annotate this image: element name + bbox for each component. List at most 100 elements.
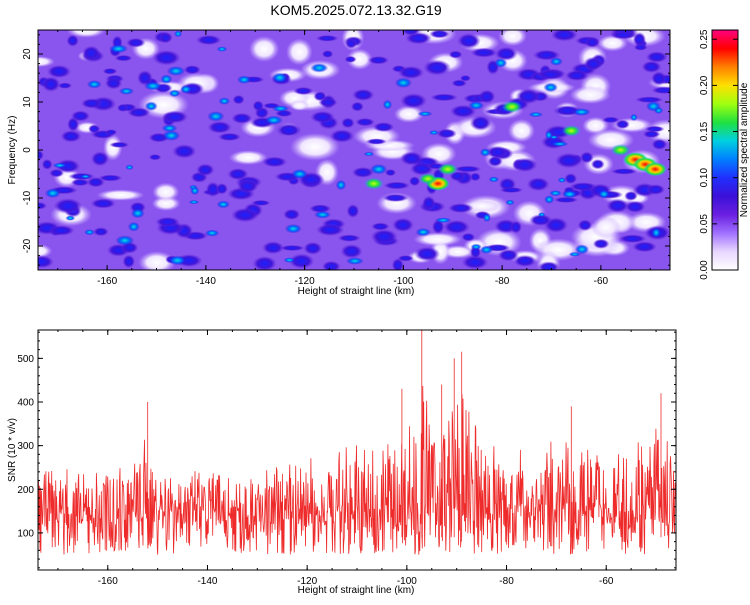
texture-blob	[190, 186, 200, 196]
texture-blob	[303, 241, 323, 255]
snr-y-tick-label: 500	[17, 354, 34, 365]
texture-blob	[618, 234, 647, 243]
texture-blob	[315, 35, 339, 42]
texture-blob	[451, 79, 468, 87]
texture-blob	[232, 94, 245, 105]
snr-x-tick-label: -100	[397, 576, 417, 587]
snr-y-tick-label: 300	[17, 441, 34, 452]
texture-blob	[402, 30, 420, 36]
texture-blob	[57, 82, 73, 89]
texture-blob	[543, 82, 558, 93]
snr-x-tick-label: -140	[197, 576, 217, 587]
texture-blob	[144, 101, 158, 111]
texture-blob	[512, 157, 538, 173]
texture-blob	[286, 38, 313, 66]
texture-blob	[632, 32, 647, 47]
texture-blob	[367, 56, 390, 65]
spectrogram-hotspot	[561, 125, 581, 137]
texture-blob	[346, 48, 373, 70]
texture-blob	[321, 260, 341, 270]
texture-blob	[309, 204, 332, 213]
texture-blob	[119, 87, 134, 95]
texture-blob	[634, 96, 664, 103]
texture-blob	[71, 178, 90, 187]
texture-blob	[172, 144, 197, 159]
texture-blob	[283, 208, 301, 220]
texture-blob	[544, 195, 555, 204]
texture-blob	[109, 141, 130, 148]
texture-blob	[422, 195, 436, 211]
texture-blob	[127, 221, 140, 232]
texture-blob	[538, 212, 546, 217]
spectrogram-hotspots	[44, 77, 667, 198]
texture-blob	[391, 258, 404, 270]
spectrogram-x-tick-label: -140	[196, 276, 216, 287]
texture-blob	[158, 32, 173, 44]
snr-plot-area	[38, 330, 676, 570]
texture-blob	[397, 65, 425, 80]
texture-blob	[344, 55, 357, 63]
texture-blob	[105, 129, 118, 136]
texture-blob	[84, 229, 95, 236]
spectrogram-texture	[38, 30, 670, 270]
texture-blob	[346, 204, 360, 218]
spectrogram-hotspot	[364, 177, 384, 190]
texture-blob	[207, 121, 232, 134]
snr-x-axis-label: Height of straight line (km)	[298, 585, 415, 596]
texture-blob	[125, 164, 134, 170]
texture-blob	[115, 235, 135, 246]
texture-blob	[314, 211, 332, 219]
snr-y-tick-label: 400	[17, 398, 34, 409]
texture-blob	[98, 174, 123, 182]
spectrogram-x-tick-label: -80	[495, 276, 510, 287]
texture-blob	[507, 119, 535, 143]
spectrogram-x-tick-label: -60	[594, 276, 609, 287]
texture-blob	[90, 151, 110, 167]
texture-blob	[646, 184, 666, 195]
texture-blob	[610, 168, 638, 175]
colorbar: 0.00 0.05 0.10 0.15 0.20 0.25 Normalized spec…	[699, 29, 750, 280]
texture-blob	[550, 30, 578, 42]
colorbar-tick-label: 0.15	[699, 121, 710, 141]
texture-blob	[529, 214, 553, 227]
spectrogram-hotspot	[44, 188, 61, 198]
texture-blob	[262, 241, 285, 255]
texture-blob	[414, 246, 440, 262]
texture-blob	[138, 251, 176, 270]
texture-blob	[65, 215, 76, 221]
texture-blob	[137, 70, 153, 86]
texture-blob	[318, 98, 338, 107]
texture-blob	[624, 191, 638, 201]
texture-blob	[262, 156, 288, 168]
spectrogram-x-tick-label: -120	[295, 276, 315, 287]
texture-blob	[237, 75, 252, 84]
spectrogram-hotspot	[418, 173, 438, 185]
texture-blob	[436, 128, 458, 139]
texture-blob	[252, 256, 277, 270]
colorbar-gradient	[711, 29, 739, 271]
texture-blob	[293, 86, 314, 95]
spectrogram-hotspot	[610, 144, 631, 156]
texture-blob	[383, 181, 411, 190]
texture-blob	[549, 57, 563, 66]
texture-blob	[363, 151, 375, 157]
texture-blob	[340, 244, 363, 259]
texture-blob	[651, 227, 661, 238]
texture-blob	[443, 219, 471, 235]
texture-blob	[498, 30, 527, 47]
texture-blob	[168, 89, 181, 98]
texture-blob	[510, 220, 522, 234]
texture-blob	[174, 30, 183, 38]
texture-blob	[155, 216, 180, 227]
texture-blob	[431, 219, 445, 235]
texture-blob	[337, 234, 361, 242]
texture-blob	[276, 123, 302, 138]
texture-blob	[609, 30, 638, 40]
texture-blob	[80, 174, 91, 179]
texture-blob	[591, 216, 622, 239]
texture-blob	[188, 200, 200, 205]
texture-blob	[228, 150, 268, 165]
texture-blob	[46, 64, 72, 79]
texture-blob	[103, 134, 123, 161]
